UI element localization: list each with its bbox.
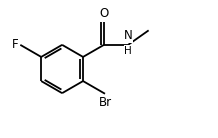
Text: Br: Br (99, 96, 112, 109)
Text: N: N (124, 29, 133, 42)
Text: O: O (99, 7, 109, 20)
Text: F: F (12, 38, 19, 51)
Text: H: H (124, 46, 132, 55)
